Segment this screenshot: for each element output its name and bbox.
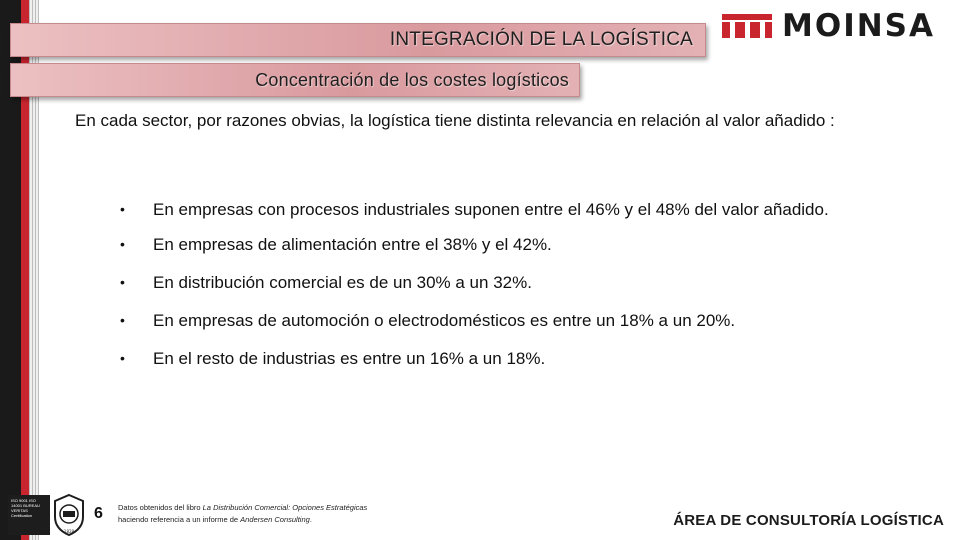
left-grey-bar	[29, 0, 39, 540]
subtitle-banner: Concentración de los costes logísticos	[10, 63, 580, 97]
list-item: • En empresas con procesos industriales s…	[120, 191, 880, 228]
bullet-icon: •	[120, 312, 125, 328]
bullet-list: • En empresas con procesos industriales s…	[120, 191, 880, 384]
subtitle: Concentración de los costes logísticos	[255, 69, 569, 90]
left-red-bar	[21, 0, 29, 540]
moinsa-logo: MOINSA	[722, 10, 948, 42]
bureau-veritas-seal-icon: 1828	[54, 493, 84, 537]
left-black-bar	[0, 0, 21, 540]
svg-text:1828: 1828	[64, 529, 75, 534]
logo-text: MOINSA	[782, 8, 935, 44]
bullet-icon: •	[120, 236, 125, 252]
source-note: Datos obtenidos del libro La Distribució…	[118, 503, 368, 524]
bullet-icon: •	[120, 274, 125, 290]
section-title-banner: INTEGRACIÓN DE LA LOGÍSTICA	[10, 23, 706, 57]
page-number: 6	[94, 505, 103, 522]
list-item: • En el resto de industrias es entre un 1…	[120, 346, 880, 371]
certification-badge: ISO 9001 ISO 14001 BUREAU VERITAS Certif…	[8, 495, 50, 535]
list-item: • En distribución comercial es de un 30% …	[120, 270, 880, 295]
area-label: ÁREA DE CONSULTORÍA LOGÍSTICA	[673, 512, 944, 529]
logo-mark-icon	[722, 14, 772, 38]
bullet-icon: •	[120, 350, 125, 366]
bullet-icon: •	[120, 201, 125, 217]
intro-paragraph: En cada sector, por razones obvias, la l…	[75, 111, 835, 130]
list-item: • En empresas de automoción o electrodomé…	[120, 308, 880, 333]
list-item: • En empresas de alimentación entre el 38…	[120, 232, 880, 257]
section-title: INTEGRACIÓN DE LA LOGÍSTICA	[389, 29, 693, 50]
